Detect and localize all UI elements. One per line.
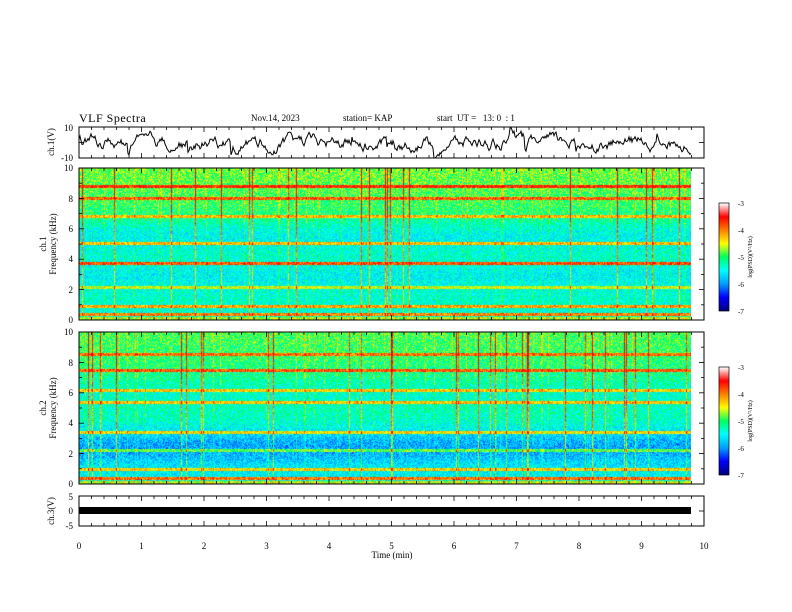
ch3-waveform-band bbox=[79, 507, 691, 514]
ch1-spectrogram-image bbox=[79, 168, 691, 320]
xtick-label: 1 bbox=[139, 541, 144, 551]
xtick-label: 9 bbox=[639, 541, 644, 551]
ch2-colorbar-frame bbox=[718, 366, 730, 476]
ch1-ytick-label: -10 bbox=[61, 153, 73, 163]
figure-title: VLF Spectra bbox=[79, 111, 147, 125]
ch2-cbar-tick: -7 bbox=[738, 472, 744, 480]
ch2-cbar-tick: -3 bbox=[738, 364, 744, 372]
ch2-cbar-tick: -6 bbox=[738, 445, 744, 453]
ch2-spec-ytick: 10 bbox=[64, 327, 74, 337]
time-axis-ticklabels: 0 1 2 3 4 5 6 7 8 9 10 bbox=[77, 541, 709, 551]
ch2-cbar-tick: -4 bbox=[738, 391, 744, 399]
ch3-ytick-label: 0 bbox=[69, 506, 74, 516]
xtick-label: 8 bbox=[577, 541, 582, 551]
ch2-spec-ytick: 0 bbox=[69, 479, 74, 489]
ch2-spectrogram-image bbox=[79, 332, 691, 484]
xtick-label: 6 bbox=[452, 541, 457, 551]
axis-ticks bbox=[78, 126, 705, 527]
xtick-label: 5 bbox=[389, 541, 394, 551]
ch1-spectrogram-frame bbox=[78, 167, 705, 321]
date-label: Nov.14, 2023 bbox=[251, 113, 300, 123]
ch3-ytick-label: -5 bbox=[66, 521, 74, 531]
ch1-cbar-tick: -4 bbox=[738, 227, 744, 235]
ch2-spec-ylabel-frequency: Frequency (kHz) bbox=[48, 377, 58, 438]
ch2-spec-ytick: 6 bbox=[69, 388, 74, 398]
station-label: station= KAP bbox=[343, 113, 393, 123]
ch3-ytick-label: 5 bbox=[69, 492, 74, 502]
xaxis-label: Time (min) bbox=[372, 550, 413, 560]
ch2-colorbar-label: log(PSD)(V²/Hz) bbox=[747, 400, 754, 441]
xtick-label: 10 bbox=[700, 541, 710, 551]
ch1-spec-ylabel-channel: ch.1 bbox=[38, 236, 48, 251]
ch1-spec-ytick: 0 bbox=[69, 315, 74, 325]
ch1-ylabel: ch.1(V) bbox=[46, 128, 56, 156]
ch1-spec-ytick: 8 bbox=[69, 194, 74, 204]
ch1-colorbar bbox=[719, 203, 729, 311]
ch2-spec-ytick: 8 bbox=[69, 358, 74, 368]
ch1-cbar-tick: -6 bbox=[738, 281, 744, 289]
ch2-cbar-tick: -5 bbox=[738, 418, 744, 426]
ch1-colorbar-label: log(PSD)(V²/Hz) bbox=[747, 236, 754, 277]
ch1-waveform-line bbox=[78, 126, 692, 159]
ch1-cbar-tick: -3 bbox=[738, 200, 744, 208]
ch1-spec-ytick: 4 bbox=[69, 254, 74, 264]
ch1-spectrogram-yticks: 0 2 4 6 8 10 bbox=[64, 163, 74, 325]
ch1-colorbar-frame bbox=[718, 202, 730, 312]
ch2-spec-ylabel-channel: ch.2 bbox=[38, 400, 48, 415]
xtick-label: 2 bbox=[202, 541, 207, 551]
ch1-spec-ytick: 2 bbox=[69, 285, 74, 295]
xtick-label: 3 bbox=[264, 541, 269, 551]
ch2-spectrogram-frame bbox=[78, 331, 705, 485]
ch2-spec-ytick: 2 bbox=[69, 449, 74, 459]
start-time-label: start UT = 13: 0 : 1 bbox=[437, 113, 515, 123]
ch1-spec-ytick: 10 bbox=[64, 163, 74, 173]
ch1-spec-ylabel-frequency: Frequency (kHz) bbox=[48, 213, 58, 274]
ch1-cbar-tick: -5 bbox=[738, 254, 744, 262]
ch3-ylabel: ch.3(V) bbox=[46, 497, 56, 525]
xtick-label: 0 bbox=[77, 541, 82, 551]
ch2-spec-ytick: 4 bbox=[69, 418, 74, 428]
ch1-ytick-label: 10 bbox=[64, 123, 74, 133]
ch2-spectrogram-yticks: 0 2 4 6 8 10 bbox=[64, 327, 74, 489]
xtick-label: 4 bbox=[327, 541, 332, 551]
xtick-label: 7 bbox=[514, 541, 519, 551]
ch1-spec-ytick: 6 bbox=[69, 224, 74, 234]
ch1-cbar-tick: -7 bbox=[738, 308, 744, 316]
ch2-colorbar bbox=[719, 367, 729, 475]
